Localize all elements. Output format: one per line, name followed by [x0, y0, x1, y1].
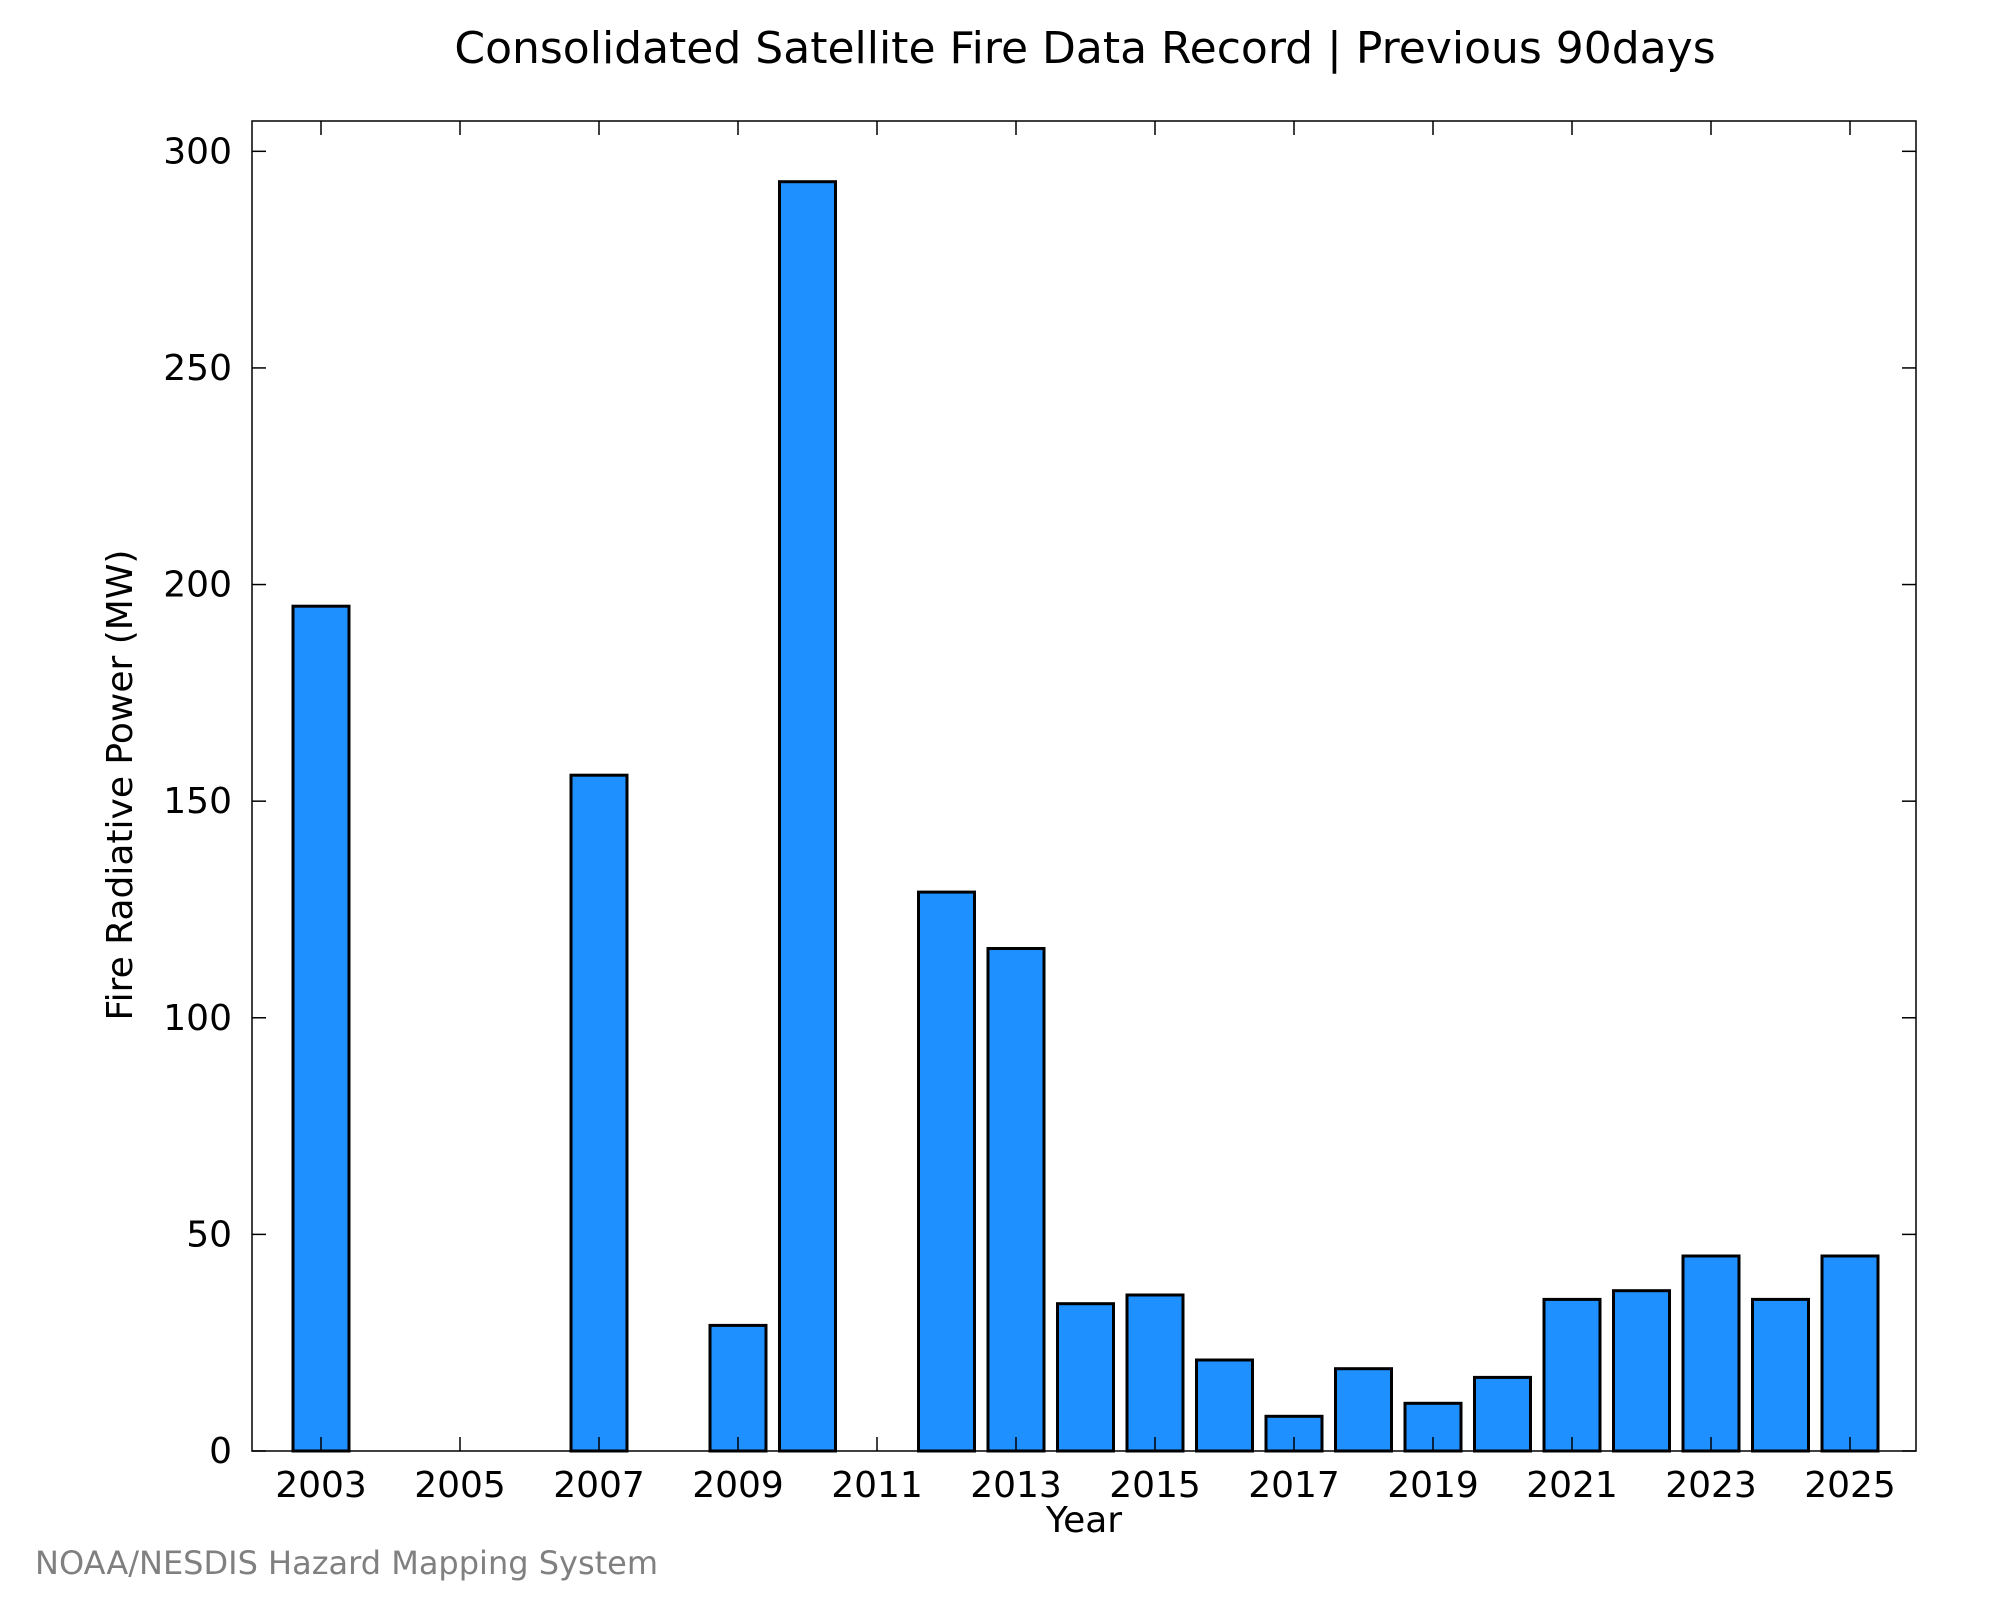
y-tick-label-250: 250 [163, 348, 232, 389]
x-tick-label-2007: 2007 [553, 1465, 645, 1506]
bar-2003 [291, 604, 351, 1453]
bar-2009 [708, 1323, 768, 1453]
x-tick-label-2017: 2017 [1248, 1465, 1340, 1506]
bar-2023 [1681, 1254, 1741, 1453]
bar-2020 [1473, 1375, 1532, 1453]
x-tick-label-2019: 2019 [1387, 1465, 1479, 1506]
x-tick-label-2015: 2015 [1109, 1465, 1201, 1506]
y-tick-label-100: 100 [163, 998, 232, 1039]
bar-2014 [1056, 1302, 1115, 1453]
bar-2021 [1542, 1297, 1602, 1453]
y-tick-label-200: 200 [163, 565, 232, 606]
bars-group [291, 180, 1880, 1453]
bar-2015 [1125, 1293, 1185, 1453]
bar-2012 [917, 890, 976, 1453]
x-tick-label-2025: 2025 [1804, 1465, 1896, 1506]
bar-2010 [778, 180, 837, 1453]
x-tick-label-2011: 2011 [831, 1465, 923, 1506]
y-tick-label-300: 300 [163, 131, 232, 172]
bar-2013 [986, 947, 1046, 1453]
x-tick-label-2005: 2005 [414, 1465, 506, 1506]
bar-2025 [1820, 1254, 1880, 1453]
x-tick-label-2003: 2003 [275, 1465, 367, 1506]
credit-text: NOAA/NESDIS Hazard Mapping System [35, 1544, 658, 1582]
x-tick-label-2023: 2023 [1665, 1465, 1757, 1506]
x-axis-label: Year [1045, 1500, 1122, 1541]
y-axis-label: Fire Radiative Power (MW) [100, 550, 141, 1021]
bar-2018 [1334, 1367, 1393, 1453]
bar-2016 [1195, 1358, 1254, 1453]
bar-2022 [1612, 1289, 1671, 1453]
x-tick-label-2013: 2013 [970, 1465, 1062, 1506]
y-tick-label-50: 50 [186, 1214, 232, 1255]
y-tick-label-150: 150 [163, 781, 232, 822]
plot-frame [251, 120, 1917, 1452]
y-tick-label-0: 0 [209, 1431, 232, 1472]
x-tick-label-2021: 2021 [1526, 1465, 1618, 1506]
bar-2007 [569, 773, 629, 1453]
x-tick-label-2009: 2009 [692, 1465, 784, 1506]
ticks-group: 0 50 100 150 200 250 300 2003 2005 2007 2009 2011 20… [163, 121, 1916, 1506]
chart-title: Consolidated Satellite Fire Data Record … [454, 23, 1715, 74]
bar-2024 [1751, 1297, 1810, 1453]
